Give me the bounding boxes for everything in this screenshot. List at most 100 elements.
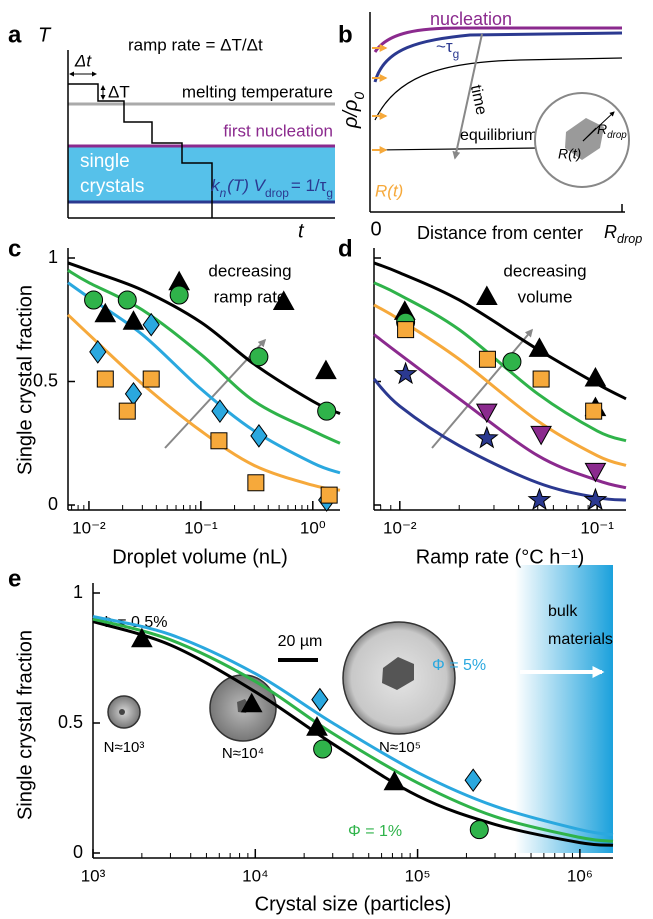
marker-circle [314, 740, 332, 758]
y-tick-label: 1 [48, 247, 58, 267]
annotation: 20 µm [278, 633, 323, 650]
text-part: = 1/τ [291, 176, 327, 195]
marker-square [97, 371, 113, 387]
text-part: g [453, 47, 460, 61]
marker-triangle [477, 287, 497, 305]
x-axis-label: Ramp rate (°C h⁻¹) [416, 546, 585, 568]
annotation: ramp rate [214, 287, 287, 306]
marker-diamond [465, 769, 481, 791]
fit-curve [68, 315, 340, 490]
annotation: single [80, 151, 130, 172]
marker-square [321, 487, 337, 503]
x-axis-label: Crystal size (particles) [255, 893, 452, 915]
marker-circle [318, 402, 336, 420]
marker-diamond [90, 341, 106, 363]
axis-label: ρ/ρ0 [340, 92, 366, 129]
y-tick-label: 0.5 [58, 712, 83, 732]
annotation: Φ = 5% [432, 657, 486, 674]
y-tick-label: 1 [73, 582, 83, 602]
axis-label: Distance from center [417, 223, 583, 243]
marker-circle [250, 348, 268, 366]
annotation: bulk [548, 603, 578, 620]
x-tick-label: 10⁶ [567, 866, 593, 885]
x-tick-label: 10⁵ [405, 866, 431, 885]
x-tick-label: 10⁰ [300, 518, 326, 537]
annotation: crystals [80, 176, 144, 197]
annotation: Δt [74, 51, 92, 70]
marker-diamond [143, 314, 159, 336]
panel-b: b ρ/ρ0 nucleation ~τg time equilibrium R… [338, 9, 642, 247]
annotation: decreasing [208, 261, 291, 280]
annotation: nucleation [430, 9, 512, 29]
marker-square [533, 371, 549, 387]
y-tick-label: 0 [48, 494, 58, 514]
tick-label: Rdrop [604, 222, 642, 247]
text-part: R [597, 121, 607, 137]
marker-diamond [312, 689, 328, 711]
y-axis-label: Single crystal fraction [14, 630, 36, 820]
text-part: n [220, 186, 227, 200]
tick-label: 0 [370, 218, 381, 240]
annotation: ~τg [436, 37, 459, 61]
panel-a: a T ramp rate = ΔT/Δt Δt ΔT melting temp… [8, 21, 335, 242]
figure: a T ramp rate = ΔT/Δt Δt ΔT melting temp… [0, 0, 653, 919]
annotation: volume [518, 287, 573, 306]
text-part: ~τ [436, 37, 453, 56]
text-part: ρ/ρ [340, 100, 362, 129]
marker-square [398, 322, 414, 338]
text-part: g [326, 186, 333, 200]
annotation: N≈10³ [104, 739, 145, 756]
x-tick-label: 10⁻² [383, 518, 417, 537]
annotation: materials [548, 631, 613, 648]
panel-letter: b [338, 21, 353, 48]
marker-triangle [123, 311, 143, 329]
annotation: decreasing [503, 261, 586, 280]
x-tick-label: 10⁻² [72, 518, 106, 537]
annotation: melting temperature [182, 82, 333, 101]
annotation: R(t) [375, 181, 403, 200]
density-profile [375, 28, 622, 52]
marker-square [119, 403, 135, 419]
density-profile [375, 33, 622, 82]
marker-diamond [125, 383, 141, 405]
panel-letter: a [8, 21, 22, 48]
marker-triangle [585, 368, 605, 386]
crystal [119, 709, 125, 715]
text-part: (T) V [227, 176, 266, 195]
marker-square [586, 403, 602, 419]
annotation: N≈10⁴ [222, 745, 264, 762]
panel-letter: d [338, 235, 353, 262]
panel-letter: c [8, 235, 21, 262]
axis-label: T [38, 24, 52, 46]
x-axis-label: Droplet volume (nL) [112, 546, 288, 568]
marker-circle [118, 291, 136, 309]
marker-circle [470, 821, 488, 839]
axis-label: t [298, 220, 305, 242]
x-tick-label: 10⁴ [242, 866, 268, 885]
marker-square [211, 433, 227, 449]
marker-circle [503, 353, 521, 371]
text-part: R [604, 222, 617, 242]
annotation: first nucleation [223, 121, 333, 140]
text-part: drop [617, 232, 642, 246]
marker-diamond [251, 425, 267, 447]
marker-circle [85, 291, 103, 309]
x-tick-label: 10⁻¹ [580, 518, 614, 537]
y-axis-label: Single crystal fraction [14, 285, 36, 475]
x-tick-label: 10³ [81, 866, 106, 885]
marker-triangle-down [531, 426, 551, 444]
x-tick-label: 10⁻¹ [184, 518, 218, 537]
marker-diamond [212, 400, 228, 422]
text-part: 0 [351, 92, 367, 100]
marker-square [248, 475, 264, 491]
annotation: Φ = 1% [348, 823, 402, 840]
y-tick-label: 0.5 [33, 370, 58, 390]
annotation: ΔT [108, 82, 130, 101]
annotation: ramp rate = ΔT/Δt [128, 35, 263, 54]
fit-curve [374, 379, 626, 500]
fit-curve [68, 270, 340, 443]
y-tick-label: 0 [73, 842, 83, 862]
marker-star [529, 489, 550, 509]
marker-square [143, 371, 159, 387]
text-part: drop [265, 186, 289, 200]
